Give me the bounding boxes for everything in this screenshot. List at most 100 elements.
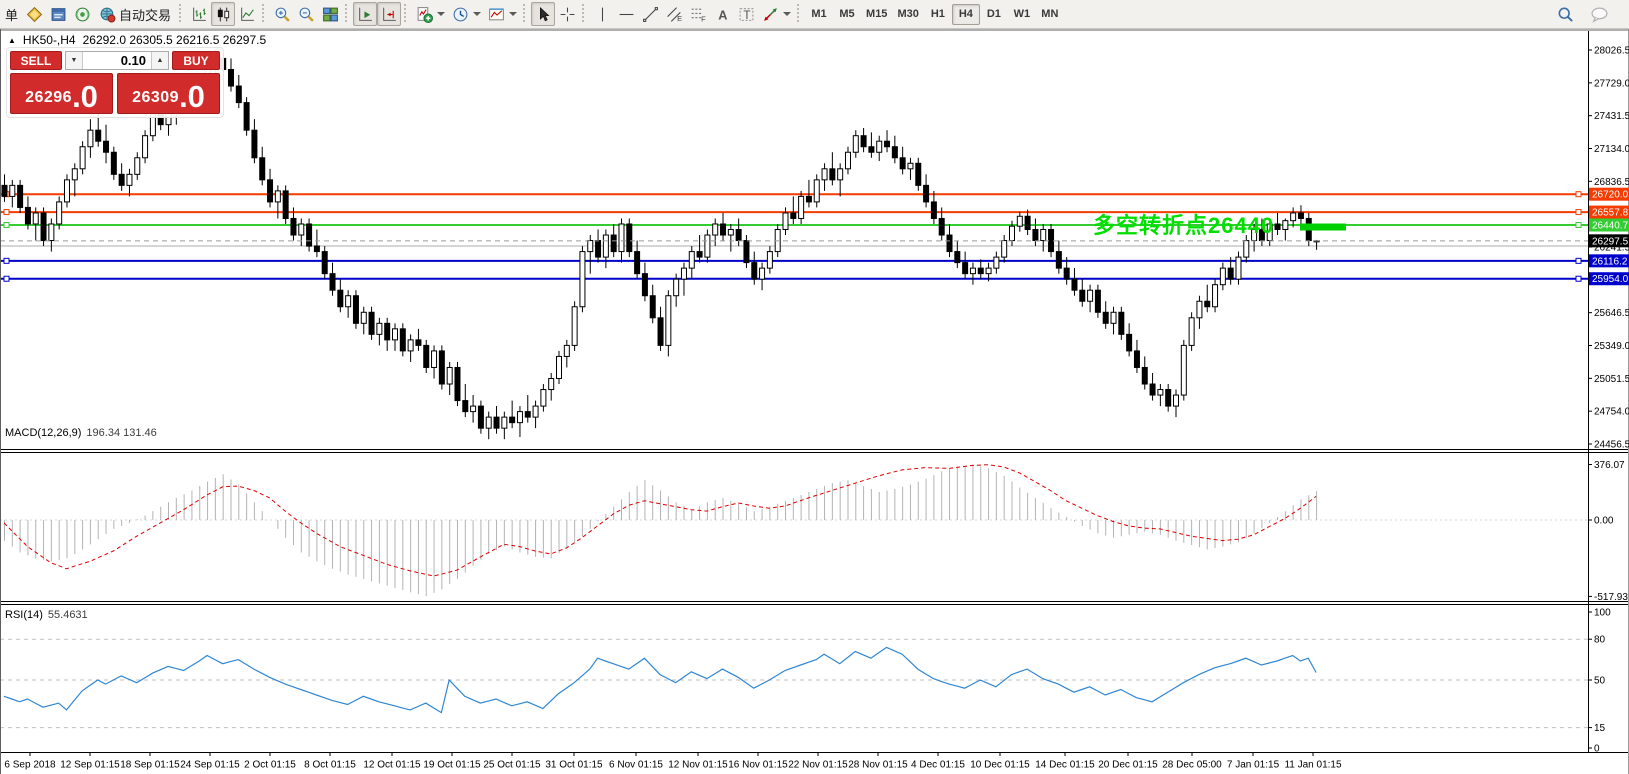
time-axis[interactable]: 6 Sep 2018 12 Sep 01:15 18 Sep 01:15 24 Sep… xyxy=(4,752,1342,771)
buy-price-big-digit: .0 xyxy=(179,79,205,114)
arrows-dropdown[interactable] xyxy=(758,2,794,26)
crosshair-tool-button[interactable] xyxy=(555,2,579,26)
metaeditor-icon[interactable] xyxy=(46,2,70,26)
indicators-dropdown[interactable] xyxy=(412,2,448,26)
ohlc-values: 26292.0 26305.5 26216.5 26297.5 xyxy=(82,33,267,47)
timeframe-M15[interactable]: M15 xyxy=(866,7,888,20)
templates-dropdown[interactable] xyxy=(484,2,520,26)
line-chart-icon xyxy=(240,7,254,21)
svg-text:22 Nov 01:15: 22 Nov 01:15 xyxy=(788,760,848,771)
rsi-indicator-label: RSI(14) 55.4631 xyxy=(5,609,88,621)
macd-values: 196.34 131.46 xyxy=(86,427,157,439)
tile-windows-button[interactable] xyxy=(318,2,342,26)
svg-text:26116.2: 26116.2 xyxy=(1592,256,1628,267)
volume-decrease-button[interactable]: ▼ xyxy=(66,52,83,69)
timeframe-H1[interactable]: H1 xyxy=(930,7,945,20)
fibonacci-icon: F xyxy=(691,8,706,23)
svg-text:28 Nov 01:15: 28 Nov 01:15 xyxy=(848,760,908,771)
horizontal-line-tool[interactable] xyxy=(614,2,638,26)
svg-text:28 Dec 05:00: 28 Dec 05:00 xyxy=(1162,760,1222,771)
candles-group[interactable] xyxy=(1,49,1320,440)
symbol-period: HK50-,H4 xyxy=(22,33,76,47)
autotrading-button[interactable]: 自动交易 xyxy=(94,2,176,26)
chart-shift-icon xyxy=(382,7,396,21)
globe-icon xyxy=(100,7,116,22)
chart-shift-button[interactable] xyxy=(377,2,402,26)
candlestick-mode-button[interactable] xyxy=(211,2,236,26)
timeframe-M1[interactable]: M1 xyxy=(811,7,827,20)
timeframe-H4[interactable]: H4 xyxy=(951,3,980,25)
svg-text:25 Oct 01:15: 25 Oct 01:15 xyxy=(483,760,541,771)
svg-text:28026.5: 28026.5 xyxy=(1594,46,1629,57)
autotrading-label: 自动交易 xyxy=(119,7,172,23)
market-watch-icon[interactable] xyxy=(22,2,46,26)
timeframe-D1[interactable]: D1 xyxy=(986,7,1001,20)
zoom-in-button[interactable] xyxy=(270,2,294,26)
macd-indicator-label: MACD(12,26,9) 196.34 131.46 xyxy=(5,427,157,439)
buy-price-box[interactable]: 26309.0 xyxy=(117,73,220,114)
trend-segment[interactable] xyxy=(1300,223,1346,231)
collapse-panel-icon[interactable]: ▲ xyxy=(8,35,16,45)
timeframe-M30[interactable]: M30 xyxy=(897,7,919,20)
volume-increase-button[interactable]: ▲ xyxy=(151,52,168,69)
horizontal-line-objects[interactable] xyxy=(0,191,1588,282)
chat-button[interactable] xyxy=(1587,2,1611,26)
svg-text:27431.5: 27431.5 xyxy=(1594,111,1629,122)
periods-button[interactable] xyxy=(448,2,472,26)
signals-icon[interactable] xyxy=(70,2,94,26)
chevron-down-icon xyxy=(437,12,446,16)
text-label-tool[interactable]: T xyxy=(734,2,758,26)
svg-text:26557.8: 26557.8 xyxy=(1592,208,1629,219)
svg-text:12 Nov 01:15: 12 Nov 01:15 xyxy=(668,760,728,771)
svg-text:25954.0: 25954.0 xyxy=(1592,274,1629,285)
periods-dropdown[interactable] xyxy=(448,2,484,26)
line-chart-mode-button[interactable] xyxy=(235,2,259,26)
timeframe-W1[interactable]: W1 xyxy=(1013,7,1031,20)
zoom-out-icon xyxy=(299,7,314,22)
svg-text:26241.5: 26241.5 xyxy=(1594,243,1629,254)
svg-text:7 Jan 01:15: 7 Jan 01:15 xyxy=(1227,760,1280,771)
svg-text:2 Oct 01:15: 2 Oct 01:15 xyxy=(244,760,296,771)
chart-annotation-text[interactable]: 多空转折点26440 xyxy=(1093,213,1275,238)
buy-button[interactable]: BUY xyxy=(172,51,220,70)
price-axis[interactable]: 28026.527729.027431.527134.026836.526539… xyxy=(1588,46,1629,755)
auto-scroll-icon xyxy=(358,7,372,21)
vertical-line-tool[interactable] xyxy=(590,2,614,26)
volume-value[interactable]: 0.10 xyxy=(120,53,146,68)
panel-borders xyxy=(0,29,1629,774)
sell-price-box[interactable]: 26296.0 xyxy=(10,73,113,114)
rsi-name: RSI(14) xyxy=(5,609,43,621)
rsi-value: 55.4631 xyxy=(47,609,88,621)
templates-button[interactable] xyxy=(484,2,508,26)
indicators-button[interactable] xyxy=(412,2,436,26)
new-order-label[interactable]: 单 xyxy=(5,7,19,23)
chevron-down-icon xyxy=(783,12,792,16)
chart-canvas[interactable]: 28026.527729.027431.527134.026836.526539… xyxy=(0,29,1629,774)
svg-text:12 Oct 01:15: 12 Oct 01:15 xyxy=(363,760,421,771)
timeframe-M5[interactable]: M5 xyxy=(839,7,855,20)
svg-text:27729.0: 27729.0 xyxy=(1594,78,1629,89)
trendline-tool[interactable] xyxy=(638,2,662,26)
svg-text:6 Sep 2018: 6 Sep 2018 xyxy=(4,760,56,771)
sell-button[interactable]: SELL xyxy=(10,51,62,70)
fibonacci-tool[interactable]: F xyxy=(686,2,710,26)
arrows-tool[interactable] xyxy=(758,2,782,26)
svg-text:8 Oct 01:15: 8 Oct 01:15 xyxy=(304,760,356,771)
template-chart-icon xyxy=(488,7,504,20)
svg-text:18 Sep 01:15: 18 Sep 01:15 xyxy=(120,760,180,771)
price-line-labels: 26720.0 26557.8 26440.7 26116.2 25954.0 26297… xyxy=(1589,187,1629,286)
equidistant-channel-tool[interactable]: E xyxy=(662,2,686,26)
auto-scroll-button[interactable] xyxy=(353,2,378,26)
tile-windows-icon xyxy=(322,7,338,21)
chevron-down-icon xyxy=(473,12,482,16)
timeframe-MN[interactable]: MN xyxy=(1041,7,1059,20)
bar-chart-mode-button[interactable] xyxy=(187,2,211,26)
cursor-tool-button[interactable] xyxy=(531,2,556,26)
search-icon xyxy=(1558,7,1573,22)
indicators-icon xyxy=(417,6,433,23)
arrows-icon xyxy=(763,7,777,21)
search-button[interactable] xyxy=(1553,2,1577,26)
zoom-out-button[interactable] xyxy=(294,2,318,26)
text-tool[interactable]: A xyxy=(710,2,734,26)
